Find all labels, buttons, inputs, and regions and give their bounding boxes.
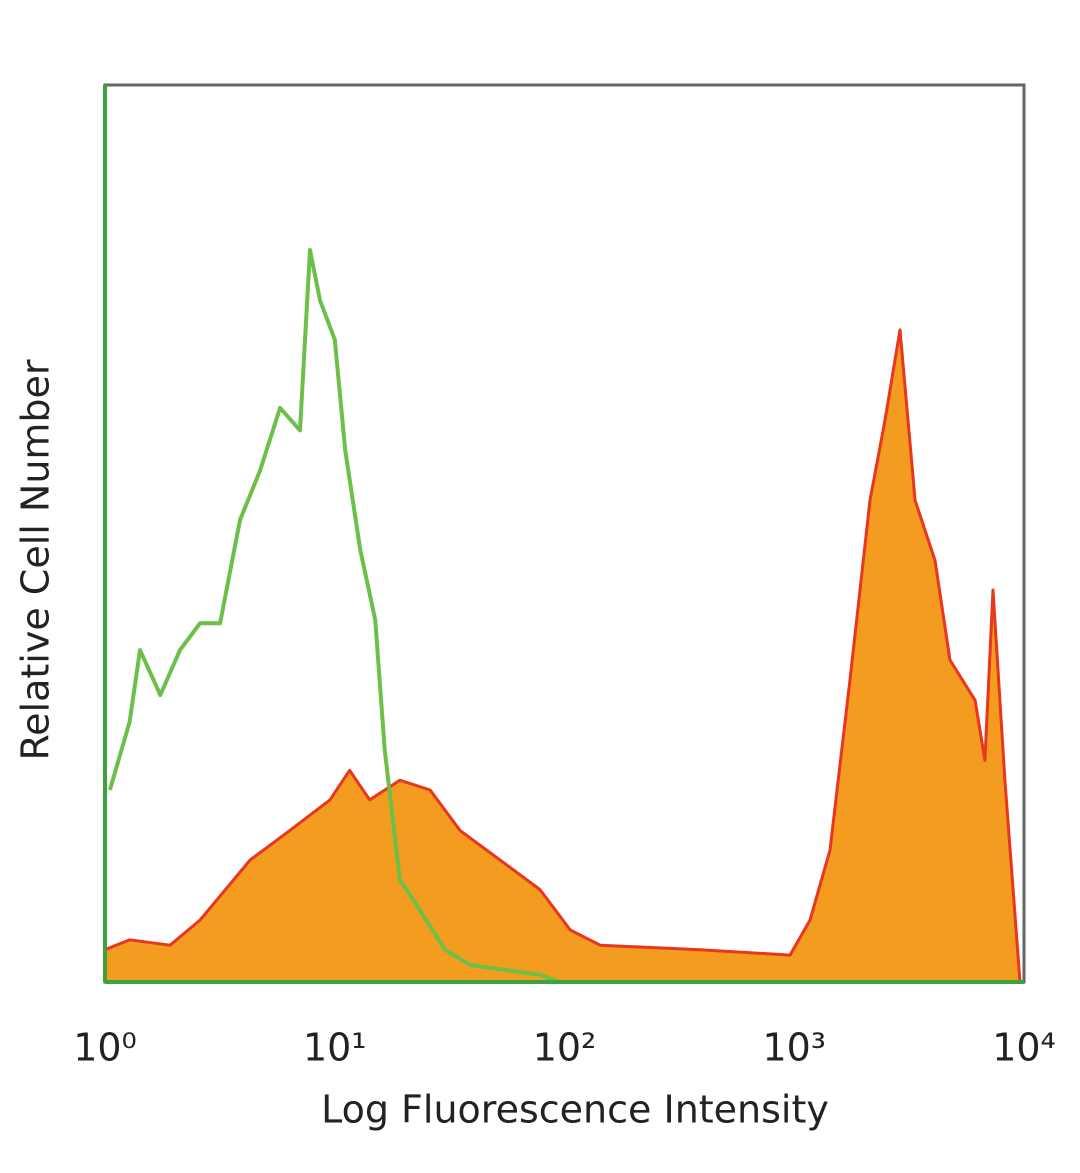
x-tick-label: 10¹ <box>303 1026 367 1070</box>
x-axis-label: Log Fluorescence Intensity <box>321 1088 829 1132</box>
x-tick-label: 10³ <box>762 1026 826 1070</box>
histogram-area <box>103 328 1022 984</box>
x-tick-label: 10² <box>533 1026 597 1070</box>
histogram-line <box>107 248 561 984</box>
x-tick-label: 10⁴ <box>992 1026 1056 1070</box>
y-axis-label: Relative Cell Number <box>14 359 58 760</box>
x-tick-label: 10⁰ <box>73 1026 137 1070</box>
